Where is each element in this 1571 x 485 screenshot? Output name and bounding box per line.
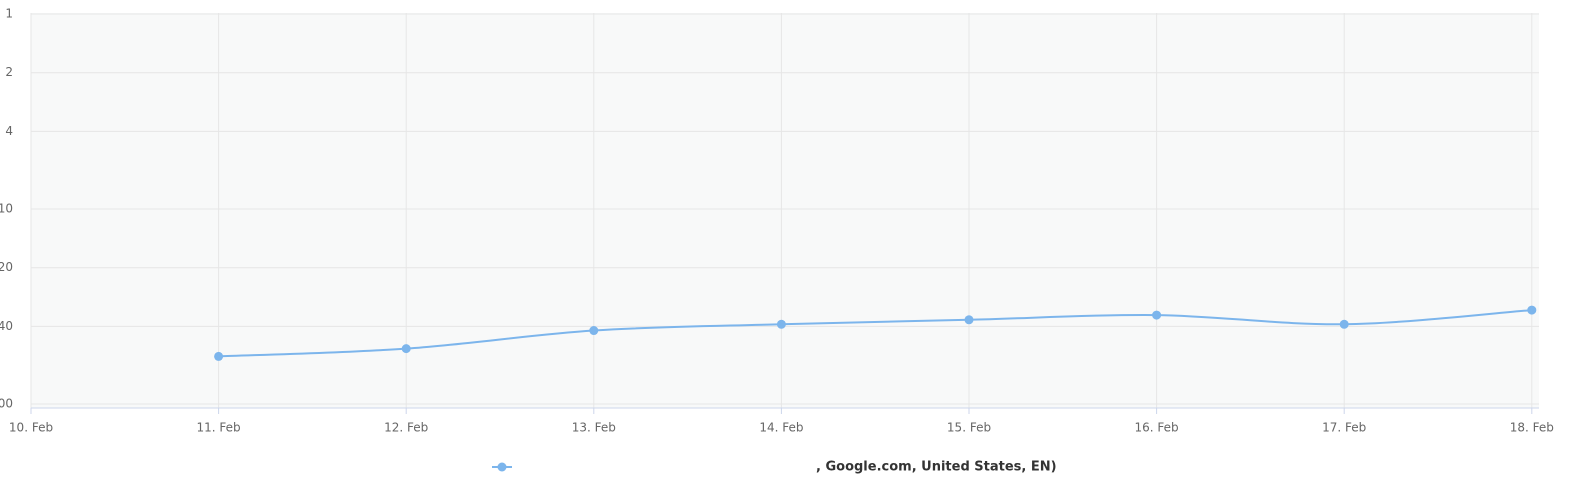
x-tick-label: 17. Feb: [1322, 421, 1366, 435]
y-tick-label: 100: [0, 397, 13, 411]
legend-symbol: [497, 462, 507, 472]
y-tick-label: 4: [5, 124, 13, 138]
data-point: [776, 319, 786, 329]
x-tick-label: 10. Feb: [9, 421, 53, 435]
y-tick-label: 40: [0, 319, 13, 333]
data-point: [1527, 305, 1537, 315]
plot-background: [31, 13, 1539, 408]
data-point: [1152, 310, 1162, 320]
y-tick-label: 1: [5, 7, 13, 21]
series-line: [218, 309, 1532, 358]
data-point: [401, 344, 411, 354]
x-tick-label: 13. Feb: [572, 421, 616, 435]
x-tick-label: 14. Feb: [759, 421, 803, 435]
y-tick-label: 20: [0, 260, 13, 274]
y-tick-label: 2: [5, 65, 13, 79]
y-tick-label: 10: [0, 202, 13, 216]
legend-text: , Google.com, United States, EN): [816, 460, 1057, 475]
data-point: [589, 326, 599, 336]
data-point: [214, 351, 224, 361]
x-tick-label: 16. Feb: [1135, 421, 1179, 435]
data-point: [1339, 319, 1349, 329]
x-tick-label: 11. Feb: [197, 421, 241, 435]
x-tick-label: 18. Feb: [1510, 421, 1554, 435]
x-tick-label: 15. Feb: [947, 421, 991, 435]
x-tick-label: 12. Feb: [384, 421, 428, 435]
data-point: [964, 315, 974, 325]
